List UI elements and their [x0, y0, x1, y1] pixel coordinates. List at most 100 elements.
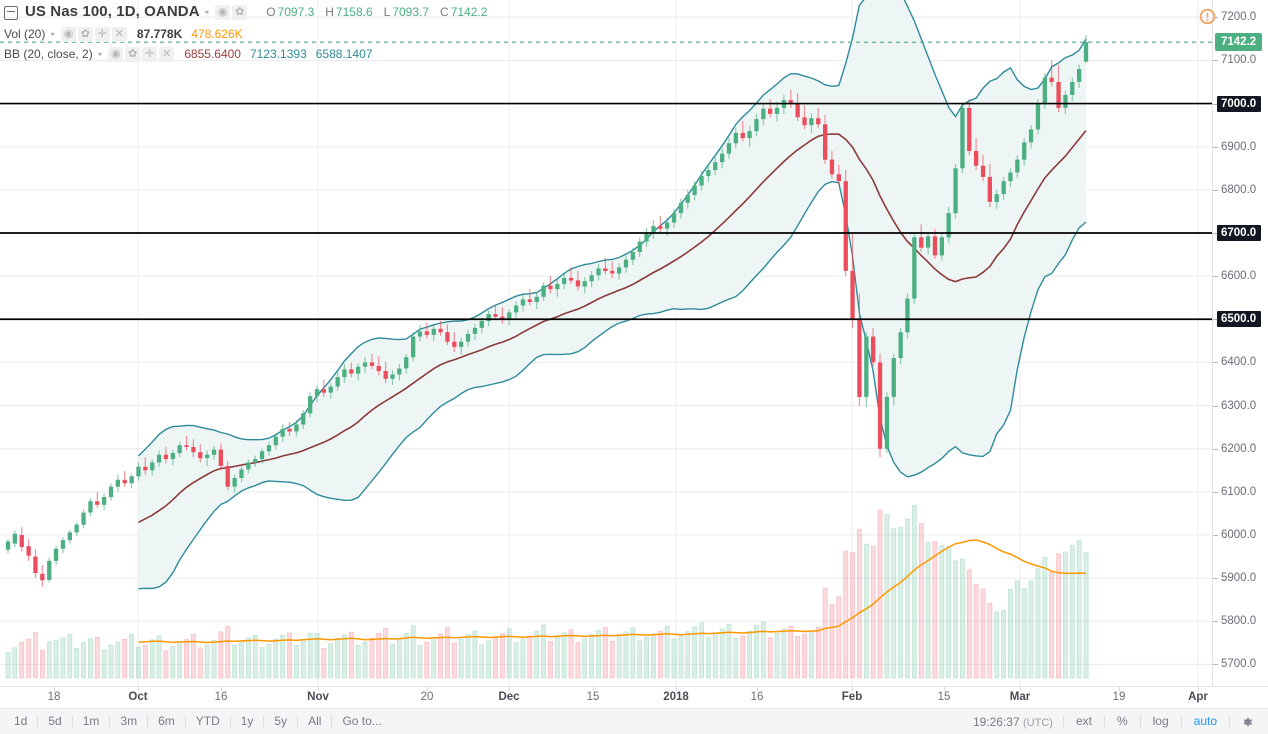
volume-bar: [1042, 556, 1048, 679]
volume-bar: [1028, 580, 1034, 679]
time-label: 15: [586, 691, 600, 703]
candle-body: [143, 466, 148, 471]
candle-body: [520, 299, 526, 306]
volume-bar: [81, 642, 87, 679]
range-button-3m[interactable]: 3m: [120, 714, 138, 728]
volume-bar: [534, 630, 540, 679]
range-button-5d[interactable]: 5d: [48, 714, 62, 728]
range-button-1d[interactable]: 1d: [14, 714, 28, 728]
range-button-1y[interactable]: 1y: [240, 714, 254, 728]
candle-body: [823, 124, 828, 160]
volume-bar: [630, 627, 636, 679]
candle-body: [589, 275, 594, 282]
range-button-all[interactable]: All: [308, 714, 322, 728]
range-button-6m[interactable]: 6m: [158, 714, 175, 728]
volume-bar: [1035, 568, 1041, 679]
range-button-1m[interactable]: 1m: [82, 714, 100, 728]
candle-body: [459, 341, 464, 347]
candle-body: [898, 332, 903, 359]
volume-bar: [932, 541, 938, 679]
volume-bar: [918, 523, 924, 679]
price-tick: [1213, 232, 1218, 234]
volume-bar: [149, 639, 155, 679]
time-scale[interactable]: 18 Oct 16 Nov 20 Dec 15 2018 16 Feb 15 Mar 19 Apr: [0, 686, 1268, 709]
time-label: 16: [750, 691, 764, 703]
candle-body: [115, 479, 120, 487]
candle-body: [919, 237, 924, 248]
candle-body: [1028, 129, 1034, 143]
toggle-percent[interactable]: %: [1116, 714, 1128, 728]
candle-body: [1008, 172, 1013, 182]
volume-bar: [808, 630, 814, 679]
candle-body: [321, 389, 326, 393]
candle-body: [603, 268, 608, 271]
candle-body: [47, 560, 52, 580]
volume-bar: [191, 633, 196, 679]
volume-bar: [307, 633, 313, 679]
divider: [147, 715, 149, 728]
candle-body: [843, 181, 848, 271]
candle-body: [1001, 181, 1006, 195]
volume-bar: [760, 621, 766, 679]
candle-body: [994, 194, 999, 202]
candle-body: [122, 479, 127, 484]
volume-bar: [444, 627, 450, 679]
candle-body: [720, 153, 725, 163]
candle-body: [596, 268, 601, 276]
range-button-ytd[interactable]: YTD: [195, 714, 220, 728]
volume-ma-line: [138, 539, 1087, 644]
candle-body: [479, 321, 484, 328]
volume-bar: [719, 628, 725, 679]
candle-body: [225, 466, 230, 487]
alert-circle-icon[interactable]: [1199, 8, 1216, 25]
candle-body: [53, 548, 59, 561]
candle-body: [582, 281, 587, 287]
candle-body: [1022, 142, 1027, 160]
volume-bar: [424, 641, 430, 679]
toggle-auto[interactable]: auto: [1193, 714, 1217, 728]
candle-body: [191, 447, 196, 453]
divider: [229, 715, 231, 728]
gear-icon[interactable]: [1230, 715, 1262, 729]
volume-bar: [170, 645, 176, 679]
candle-body: [795, 103, 800, 118]
time-tick: [944, 687, 945, 691]
candle-body: [95, 501, 100, 505]
volume-bar: [850, 552, 856, 679]
price-scale[interactable]: 7200.0 7100.0 7000.0 6900.0 6800.0 6700.0 6600…: [1212, 0, 1268, 686]
divider: [263, 715, 265, 728]
range-button-5y[interactable]: 5y: [274, 714, 288, 728]
candle-body: [67, 532, 72, 541]
volume-bar: [12, 647, 18, 679]
chart-canvas[interactable]: [0, 0, 1212, 686]
candle-body: [1049, 77, 1054, 82]
candle-body: [617, 267, 622, 274]
clock-timezone: (UTC): [1023, 716, 1053, 729]
volume-bar: [451, 642, 457, 679]
price-tick: [1213, 362, 1218, 364]
candle-body: [205, 454, 210, 459]
volume-bar: [733, 637, 739, 679]
volume-bar: [438, 633, 443, 679]
volume-bar: [856, 529, 862, 679]
candle-body: [1070, 82, 1075, 95]
price-label: 5800.0: [1221, 615, 1257, 628]
volume-bar: [1007, 589, 1013, 679]
candle-body: [671, 213, 677, 223]
clock-time: 19:26:37: [972, 714, 1020, 729]
toggle-ext[interactable]: ext: [1075, 714, 1092, 728]
goto-button[interactable]: Go to...: [342, 714, 382, 728]
volume-bar: [280, 634, 286, 679]
time-label: 19: [1112, 691, 1126, 703]
volume-bar: [390, 643, 395, 679]
candle-body: [987, 176, 992, 202]
volume-bar: [60, 637, 66, 679]
volume-bar: [623, 631, 629, 679]
volume-bar: [458, 638, 464, 679]
candle-body: [376, 365, 381, 372]
volume-bar: [32, 631, 38, 679]
toggle-log[interactable]: log: [1152, 714, 1169, 728]
volume-bar: [335, 637, 341, 679]
price-label: 5900.0: [1221, 572, 1257, 585]
